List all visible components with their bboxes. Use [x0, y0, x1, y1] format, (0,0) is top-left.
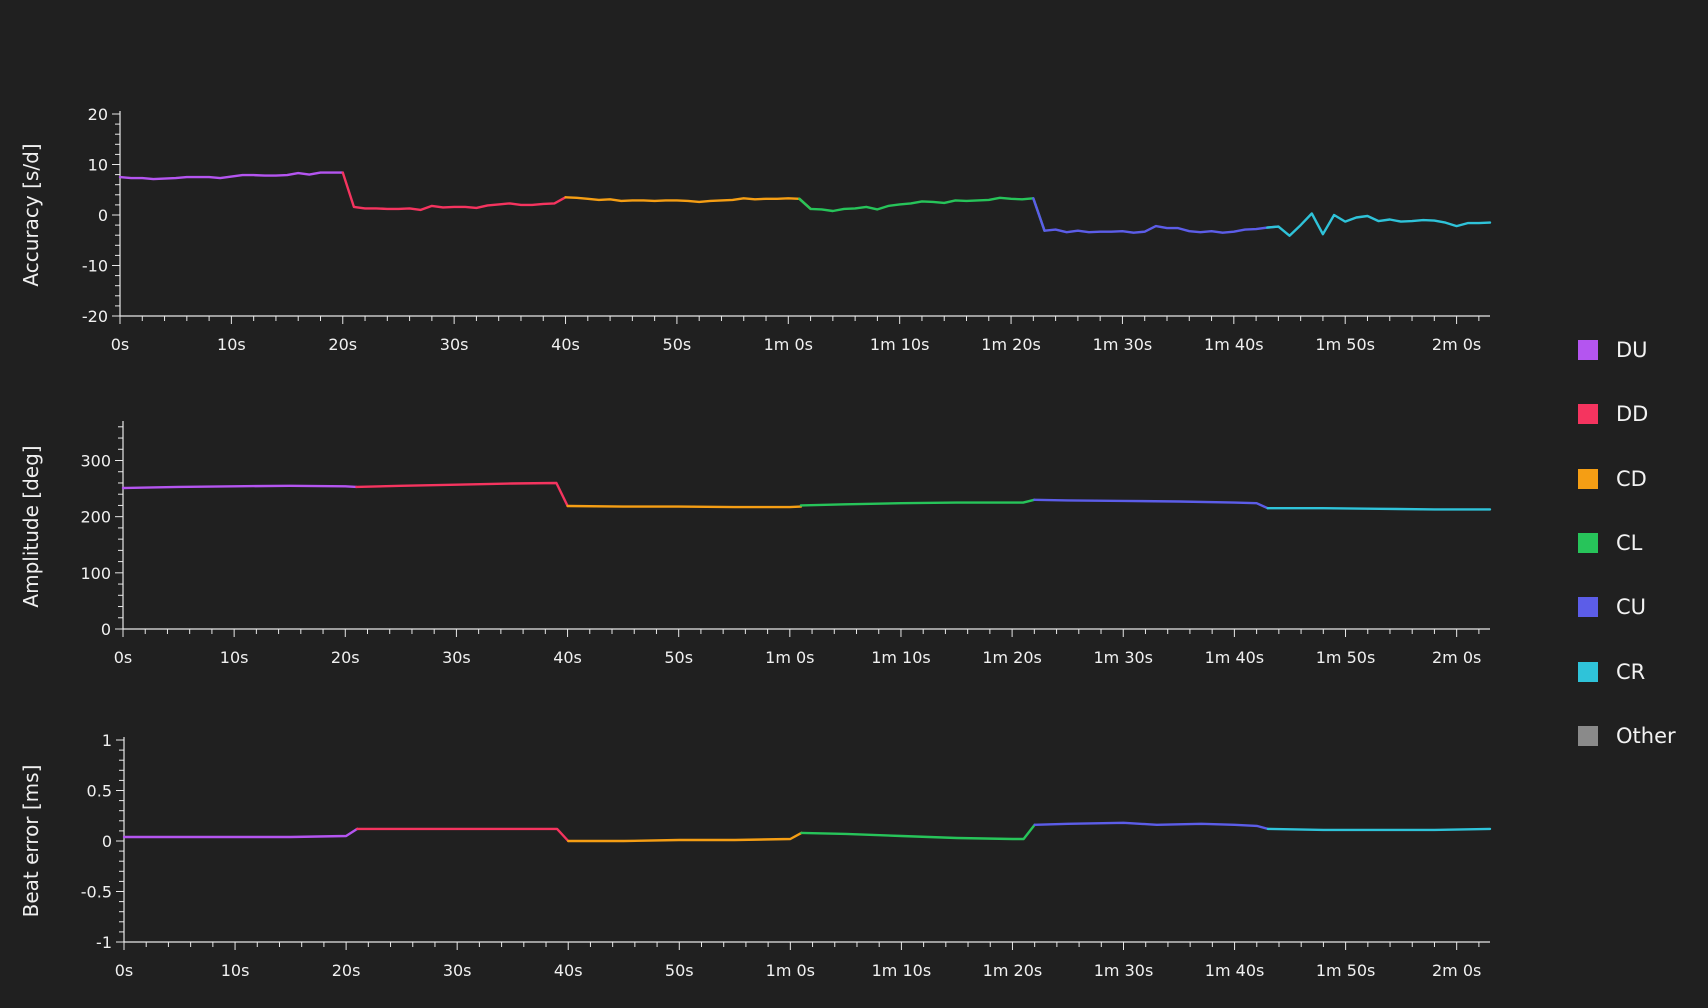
legend-item-other[interactable]: Other [1578, 704, 1708, 768]
x-tick-label: 1m 20s [982, 648, 1042, 667]
legend-item-du[interactable]: DU [1578, 318, 1708, 382]
y-tick-label: 200 [80, 508, 111, 527]
series-line-du [122, 827, 359, 839]
legend-item-cr[interactable]: CR [1578, 639, 1708, 703]
x-tick-label: 20s [332, 961, 361, 980]
series-line-cd [566, 504, 803, 509]
series-line-cl [798, 196, 1046, 232]
y-tick-label: 1 [102, 731, 112, 750]
x-tick-label: 1m 0s [765, 648, 814, 667]
x-tick-label: 10s [221, 961, 250, 980]
y-tick-label: 0 [98, 206, 108, 225]
series-line-cu [1033, 498, 1269, 510]
legend-item-cl[interactable]: CL [1578, 511, 1708, 575]
y-tick-label: -20 [82, 307, 108, 326]
x-tick-label: 1m 20s [981, 335, 1041, 354]
legend-label: CL [1616, 531, 1643, 556]
x-tick-label: 40s [553, 648, 582, 667]
x-tick-label: 10s [220, 648, 249, 667]
legend-label: CD [1616, 466, 1647, 491]
x-tick-label: 1m 0s [766, 961, 815, 980]
x-tick-label: 1m 20s [983, 961, 1043, 980]
x-tick-label: 10s [217, 335, 246, 354]
legend-swatch [1578, 661, 1598, 682]
series-line-cr [1266, 507, 1492, 511]
x-tick-label: 1m 40s [1204, 335, 1264, 354]
x-tick-label: 0s [114, 648, 133, 667]
series-line-du [121, 484, 358, 490]
x-tick-label: 20s [331, 648, 360, 667]
legend: DU DD CD CL CU CR Other [1578, 318, 1708, 768]
y-tick-label: -1 [96, 933, 112, 952]
series-line-cu [1033, 821, 1270, 831]
x-tick-label: 20s [328, 335, 357, 354]
series-line-dd [355, 481, 569, 508]
series-line-cl [799, 498, 1036, 507]
y-axis-label: Amplitude [deg] [19, 445, 43, 607]
series-line-cl [800, 823, 1036, 841]
legend-swatch [1578, 597, 1598, 618]
series-line-cr [1266, 212, 1492, 237]
x-tick-label: 2m 0s [1432, 961, 1481, 980]
y-tick-label: -0.5 [81, 883, 112, 902]
x-tick-label: 50s [665, 961, 694, 980]
x-tick-label: 2m 0s [1432, 648, 1481, 667]
x-tick-label: 0s [115, 961, 134, 980]
x-tick-label: 1m 10s [872, 961, 932, 980]
series-line-cr [1266, 827, 1492, 832]
x-tick-label: 50s [663, 335, 692, 354]
x-tick-label: 1m 10s [871, 648, 931, 667]
y-tick-label: 300 [80, 452, 111, 471]
legend-item-dd[interactable]: DD [1578, 382, 1708, 446]
legend-swatch [1578, 725, 1598, 746]
x-tick-label: 1m 30s [1094, 961, 1154, 980]
x-tick-label: 1m 0s [764, 335, 813, 354]
y-axis-label: Accuracy [s/d] [19, 143, 43, 286]
legend-item-cd[interactable]: CD [1578, 447, 1708, 511]
y-tick-label: 0 [101, 620, 111, 639]
x-tick-label: 1m 30s [1093, 648, 1153, 667]
y-tick-label: 20 [88, 105, 108, 124]
legend-swatch [1578, 404, 1598, 425]
legend-item-cu[interactable]: CU [1578, 575, 1708, 639]
y-axis-label: Beat error [ms] [19, 765, 43, 918]
x-tick-label: 30s [443, 961, 472, 980]
legend-label: Other [1616, 723, 1676, 748]
x-tick-label: 30s [442, 648, 471, 667]
x-tick-label: 1m 40s [1205, 961, 1265, 980]
y-tick-label: 100 [80, 564, 111, 583]
x-tick-label: 40s [551, 335, 580, 354]
y-tick-label: 0.5 [87, 782, 112, 801]
y-tick-label: 0 [102, 832, 112, 851]
legend-label: DU [1616, 338, 1648, 363]
legend-swatch [1578, 468, 1598, 489]
x-tick-label: 1m 50s [1316, 961, 1376, 980]
series-line-cd [567, 831, 803, 843]
legend-swatch [1578, 533, 1598, 554]
series-line-dd [341, 171, 567, 212]
legend-label: CU [1616, 595, 1647, 620]
x-tick-label: 1m 50s [1315, 335, 1375, 354]
x-tick-label: 50s [664, 648, 693, 667]
legend-label: CR [1616, 659, 1646, 684]
series-line-cu [1032, 197, 1280, 234]
x-tick-label: 1m 10s [870, 335, 930, 354]
legend-label: DD [1616, 402, 1649, 427]
x-tick-label: 2m 0s [1432, 335, 1481, 354]
x-tick-label: 1m 30s [1093, 335, 1153, 354]
y-tick-label: 10 [88, 156, 108, 175]
series-line-cd [564, 196, 812, 211]
y-tick-label: -10 [82, 257, 108, 276]
x-tick-label: 1m 50s [1316, 648, 1376, 667]
x-tick-label: 0s [111, 335, 130, 354]
x-tick-label: 1m 40s [1205, 648, 1265, 667]
x-tick-label: 40s [554, 961, 583, 980]
legend-swatch [1578, 340, 1598, 361]
x-tick-label: 30s [440, 335, 469, 354]
series-line-du [118, 171, 344, 181]
series-line-dd [356, 827, 570, 843]
